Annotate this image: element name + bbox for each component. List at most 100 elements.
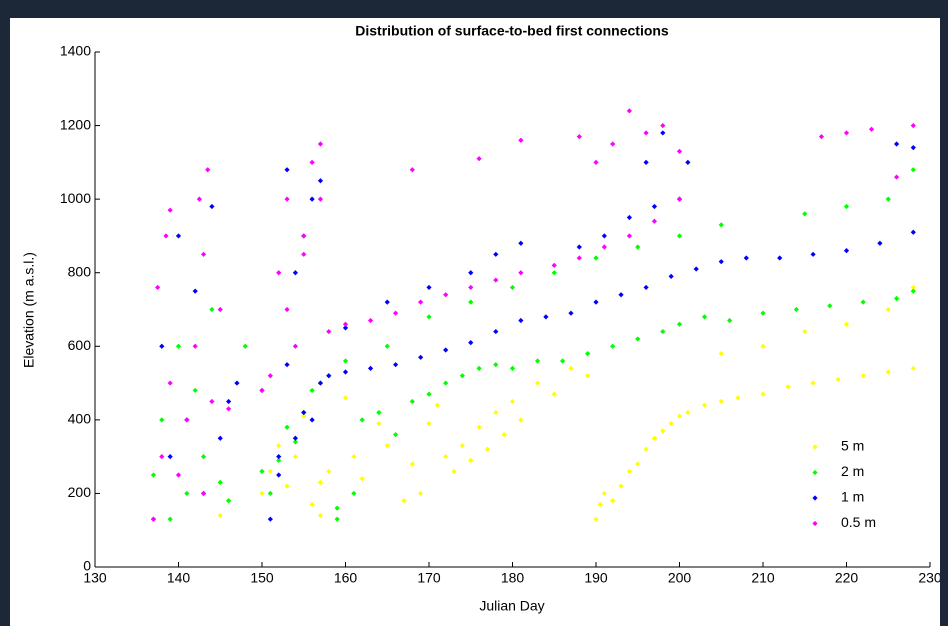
point bbox=[276, 472, 282, 478]
point bbox=[167, 454, 173, 460]
point bbox=[660, 130, 666, 136]
point bbox=[468, 299, 474, 305]
point bbox=[518, 270, 524, 276]
point bbox=[718, 259, 724, 265]
point bbox=[284, 483, 290, 489]
point bbox=[309, 196, 315, 202]
point bbox=[326, 328, 332, 335]
y-tick-label: 800 bbox=[68, 263, 92, 279]
point bbox=[635, 461, 641, 467]
point bbox=[351, 490, 357, 497]
point bbox=[155, 284, 161, 291]
point bbox=[501, 431, 507, 438]
point bbox=[209, 306, 215, 313]
point bbox=[367, 365, 374, 371]
point bbox=[543, 314, 549, 320]
point bbox=[167, 380, 173, 386]
point bbox=[568, 365, 574, 371]
point bbox=[885, 196, 891, 202]
chart-panel: Distribution of surface-to-bed first con… bbox=[10, 18, 940, 626]
point bbox=[843, 130, 850, 136]
point bbox=[317, 380, 324, 386]
point bbox=[601, 490, 607, 497]
point bbox=[910, 284, 916, 291]
point bbox=[459, 443, 465, 449]
point bbox=[576, 244, 582, 250]
point bbox=[217, 435, 223, 441]
point bbox=[342, 358, 349, 364]
point bbox=[551, 391, 557, 397]
point bbox=[626, 468, 632, 474]
point bbox=[660, 122, 666, 129]
point bbox=[317, 178, 324, 184]
point bbox=[175, 343, 182, 349]
x-tick-label: 210 bbox=[751, 570, 775, 586]
point bbox=[860, 299, 866, 305]
point bbox=[643, 446, 649, 452]
y-tick-label: 600 bbox=[68, 337, 92, 353]
y-tick-label: 200 bbox=[68, 484, 92, 500]
x-tick-label: 230 bbox=[918, 570, 940, 586]
point bbox=[259, 490, 265, 497]
point bbox=[476, 365, 482, 371]
point bbox=[317, 196, 324, 202]
point bbox=[509, 365, 516, 371]
y-tick-label: 0 bbox=[83, 558, 91, 574]
point bbox=[676, 413, 683, 419]
point bbox=[894, 295, 900, 302]
point bbox=[426, 420, 432, 427]
point bbox=[226, 498, 232, 504]
point bbox=[443, 454, 449, 460]
point bbox=[242, 343, 248, 349]
point bbox=[760, 310, 766, 316]
point bbox=[334, 516, 340, 522]
point bbox=[534, 358, 541, 364]
point bbox=[468, 340, 474, 346]
point bbox=[468, 270, 474, 276]
point bbox=[200, 251, 207, 257]
point bbox=[175, 233, 182, 239]
point bbox=[351, 454, 357, 460]
point bbox=[163, 233, 169, 239]
legend-marker bbox=[812, 469, 818, 476]
y-axis-label: Elevation (m a.s.l.) bbox=[21, 252, 37, 368]
point bbox=[342, 369, 349, 375]
point bbox=[209, 203, 215, 210]
point bbox=[226, 398, 232, 405]
point bbox=[576, 255, 582, 261]
point bbox=[292, 439, 298, 445]
point bbox=[359, 417, 365, 423]
point bbox=[301, 413, 307, 419]
point bbox=[760, 391, 766, 397]
point bbox=[660, 428, 666, 434]
point bbox=[217, 479, 223, 485]
point bbox=[910, 229, 916, 235]
point bbox=[493, 328, 499, 335]
point bbox=[426, 314, 432, 320]
point bbox=[626, 214, 632, 221]
point bbox=[551, 270, 557, 276]
legend-marker bbox=[812, 520, 818, 527]
point bbox=[810, 251, 816, 257]
point bbox=[276, 443, 282, 449]
point bbox=[317, 479, 324, 485]
point bbox=[735, 395, 741, 401]
point bbox=[301, 251, 307, 257]
point bbox=[618, 292, 624, 298]
point bbox=[518, 240, 524, 246]
point bbox=[643, 284, 649, 291]
point bbox=[810, 380, 816, 386]
point bbox=[159, 343, 165, 349]
point bbox=[685, 409, 691, 416]
point bbox=[894, 174, 900, 180]
point bbox=[451, 468, 457, 474]
point bbox=[468, 284, 474, 291]
point bbox=[743, 255, 749, 261]
point bbox=[267, 516, 273, 522]
x-tick-label: 150 bbox=[250, 570, 274, 586]
x-tick-label: 130 bbox=[83, 570, 107, 586]
point bbox=[426, 284, 432, 291]
point bbox=[292, 454, 298, 460]
point bbox=[551, 262, 557, 268]
point bbox=[159, 454, 165, 460]
